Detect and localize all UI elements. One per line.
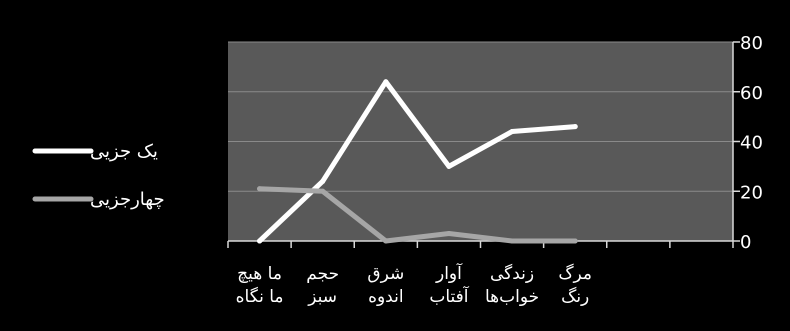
x-category-label: زندگی (490, 263, 534, 284)
legend-label-1: یک جزیی (90, 141, 158, 162)
x-category-label: آوار (435, 262, 463, 284)
x-category-label: شرق (367, 264, 404, 284)
series-line-2 (257, 186, 578, 244)
legend-label-2: چهارجزیی (90, 189, 165, 210)
data-point (509, 238, 515, 244)
y-tick-label: 20 (740, 182, 763, 203)
data-point (383, 238, 389, 244)
x-category-label: رنگ (561, 286, 589, 307)
data-point (320, 178, 326, 184)
x-category-label: اندوه (368, 287, 404, 307)
y-axis-ticks: 0 20 40 60 80 (733, 33, 763, 253)
x-category-label: مرگ (558, 263, 592, 284)
x-category-label: ما نگاه (236, 286, 284, 307)
x-category-label: خواب‌ها (485, 287, 539, 307)
x-category-label: ما هیچ (237, 264, 282, 284)
data-point (383, 79, 389, 85)
y-tick-label: 0 (740, 232, 751, 253)
y-tick-label: 80 (740, 33, 763, 54)
x-category-label: آفتاب (429, 285, 469, 307)
data-point (572, 238, 578, 244)
legend: یک جزیی چهارجزیی (32, 141, 165, 210)
data-point (446, 231, 452, 237)
series-lines (257, 79, 578, 244)
data-point (572, 124, 578, 130)
data-point (509, 129, 515, 135)
y-tick-label: 40 (740, 133, 763, 154)
data-point (446, 163, 452, 169)
x-category-label: حجم (306, 264, 339, 284)
x-category-label: سبز (307, 287, 337, 307)
y-tick-label: 60 (740, 83, 763, 104)
data-point (320, 188, 326, 194)
data-point (257, 238, 263, 244)
data-point (257, 186, 263, 192)
